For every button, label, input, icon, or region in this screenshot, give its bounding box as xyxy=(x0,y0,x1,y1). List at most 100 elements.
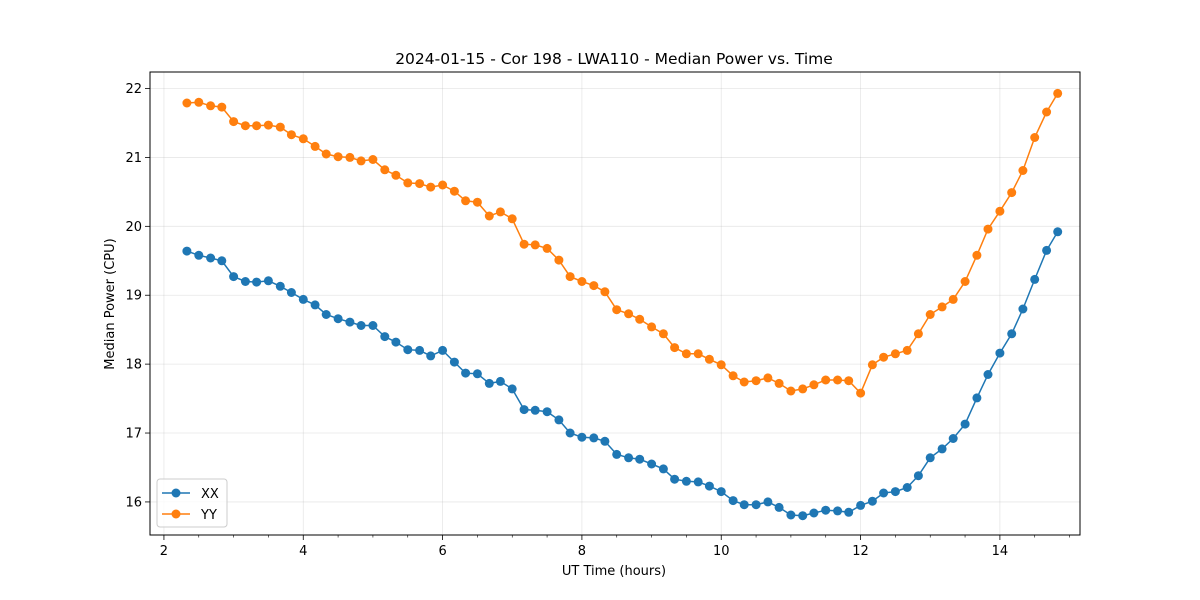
series-xx-point xyxy=(879,488,889,498)
series-xx-point xyxy=(519,405,529,415)
series-yy-point xyxy=(1018,166,1028,175)
series-xx-point xyxy=(937,444,947,454)
series-xx-point xyxy=(995,348,1005,358)
series-yy-point xyxy=(368,155,378,164)
series-yy-point xyxy=(890,349,900,359)
series-xx-point xyxy=(681,476,691,486)
series-xx-point xyxy=(902,483,912,492)
series-xx-point xyxy=(565,428,575,438)
series-xx-point xyxy=(844,507,854,517)
series-yy-point xyxy=(972,250,982,260)
series-yy-point xyxy=(310,141,320,151)
series-xx-point xyxy=(948,434,958,443)
series-xx-point xyxy=(426,351,436,361)
series-xx-point xyxy=(600,436,610,446)
series-xx-point xyxy=(286,288,296,297)
series-xx-point xyxy=(252,277,262,287)
series-yy-point xyxy=(484,211,494,221)
series-yy-point xyxy=(925,310,935,319)
series-yy-point xyxy=(798,384,808,394)
series-yy-point xyxy=(286,130,296,140)
series-yy-point xyxy=(681,349,691,359)
series-yy-point xyxy=(217,102,227,112)
y-tick-label: 19 xyxy=(125,289,142,304)
legend-label-xx: XX xyxy=(201,487,219,502)
grid xyxy=(150,72,1080,535)
series-yy-point xyxy=(345,152,355,162)
series-yy-point xyxy=(519,239,529,249)
series-yy-point xyxy=(194,97,204,107)
series-yy-point xyxy=(1030,133,1040,142)
legend-swatch-yy-marker xyxy=(171,509,181,519)
series-xx-point xyxy=(542,407,552,417)
series-yy-point xyxy=(589,281,599,291)
axis-ticks: 2 4 6 8 10 12 14 16 17 18 19 20 21 22 xyxy=(125,82,1070,559)
series-xx-point xyxy=(298,294,308,304)
series-yy-point xyxy=(391,170,401,180)
series-xx-point xyxy=(310,300,320,310)
series-xx-point xyxy=(495,376,505,386)
series-xx-point xyxy=(333,314,343,324)
series-xx-point xyxy=(415,345,425,355)
legend-swatch-xx-marker xyxy=(171,488,181,498)
series-yy-point xyxy=(612,305,622,315)
series-yy-point xyxy=(833,375,843,385)
series-xx-point xyxy=(809,508,819,518)
plot-area-frame xyxy=(149,71,1081,536)
y-tick-label: 16 xyxy=(125,495,142,510)
series-xx-point xyxy=(867,496,877,506)
series-xx-point xyxy=(194,250,204,260)
series-xx-point xyxy=(786,510,796,520)
series-yy-point xyxy=(275,122,285,132)
series-xx-point xyxy=(1053,227,1063,237)
series-xx-point xyxy=(890,487,900,497)
series-yy-point xyxy=(565,272,575,282)
series-yy-point xyxy=(809,380,819,390)
series-xx-point xyxy=(472,369,482,379)
series-xx-point xyxy=(716,487,726,497)
series-yy-point xyxy=(635,314,645,324)
x-tick-label: 6 xyxy=(438,544,446,559)
series-yy-point xyxy=(647,322,657,332)
series-xx-point xyxy=(1018,304,1028,314)
series-yy-point xyxy=(867,360,877,370)
series-yy-point xyxy=(751,376,761,386)
series-yy-point xyxy=(844,376,854,386)
series-xx-point xyxy=(624,453,634,463)
series-yy-point xyxy=(670,343,680,353)
series-xx-point xyxy=(635,454,645,464)
series-xx-point xyxy=(321,310,331,319)
series-xx-point xyxy=(821,505,831,515)
series-xx-point xyxy=(577,432,587,442)
series-yy-point xyxy=(995,206,1005,216)
series-yy-point xyxy=(879,352,889,362)
series-xx-point xyxy=(739,500,749,510)
series-yy-point xyxy=(983,224,993,234)
series-xx-point xyxy=(833,506,843,516)
series-yy-point xyxy=(960,277,970,286)
series-xx-point xyxy=(438,345,448,355)
series-yy-point xyxy=(554,255,564,265)
series-xx-point xyxy=(972,393,982,403)
series-yy-point xyxy=(856,388,866,398)
series-yy-point xyxy=(948,294,958,304)
series-xx-point xyxy=(484,378,494,388)
series-yy-point xyxy=(763,373,773,383)
series-yy-point xyxy=(240,121,250,131)
x-axis-label: UT Time (hours) xyxy=(562,564,666,579)
series-xx-point xyxy=(983,370,993,379)
series-yy-point xyxy=(739,377,749,387)
y-axis-label: Median Power (CPU) xyxy=(103,238,118,369)
series-xx-point xyxy=(647,459,657,469)
y-tick-label: 17 xyxy=(125,427,142,442)
series-xx-point xyxy=(612,449,622,459)
series-yy-point xyxy=(937,302,947,312)
series-yy-point xyxy=(298,134,308,144)
series-yy-point xyxy=(472,197,482,207)
series-xx-point xyxy=(368,321,378,330)
series-yy-point xyxy=(252,121,262,131)
series-xx-point xyxy=(356,321,366,330)
legend-label-yy: YY xyxy=(200,508,217,523)
series-xx-point xyxy=(960,419,970,429)
